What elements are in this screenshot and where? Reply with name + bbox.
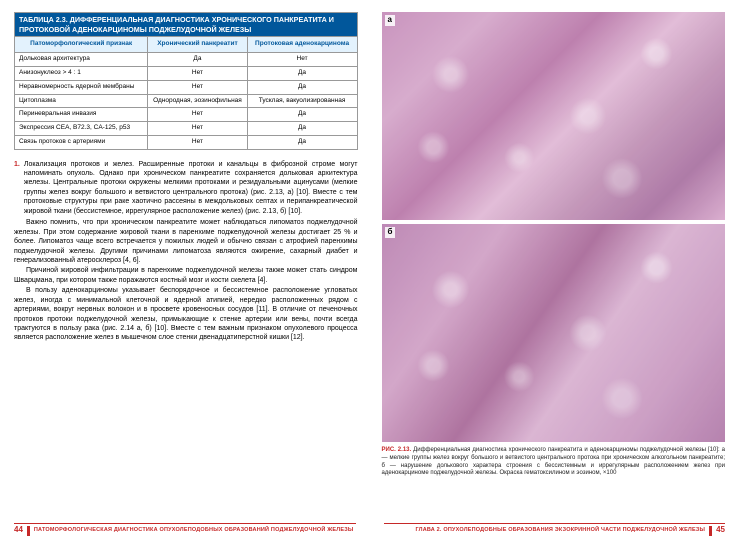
page-spread: ТАБЛИЦА 2.3. ДИФФЕРЕНЦИАЛЬНАЯ ДИАГНОСТИК… — [0, 0, 739, 540]
table-row: Периневральная инвазияНетДа — [15, 108, 358, 122]
list-text: Локализация протоков и желез. Расширенны… — [24, 160, 358, 217]
footer-rule — [14, 523, 356, 524]
histology-image-b — [382, 224, 726, 442]
table-row: Анизонуклеоз > 4 : 1НетДа — [15, 66, 358, 80]
table-row: Неравномерность ядерной мембраныНетДа — [15, 80, 358, 94]
caption-lead: РИС. 2.13. — [382, 447, 412, 453]
figure-b: б — [382, 224, 726, 442]
page-number: 45 — [716, 525, 725, 536]
footer-bar-icon — [709, 526, 712, 536]
figure-label-b: б — [385, 227, 396, 238]
page-left: ТАБЛИЦА 2.3. ДИФФЕРЕНЦИАЛЬНАЯ ДИАГНОСТИК… — [0, 0, 370, 540]
footer-text: ГЛАВА 2. ОПУХОЛЕПОДОБНЫЕ ОБРАЗОВАНИЯ ЭКЗ… — [415, 527, 705, 534]
table-header: Хронический панкреатит — [148, 37, 247, 53]
table-header: Протоковая аденокарцинома — [247, 37, 357, 53]
table-row: Связь протоков с артериямиНетДа — [15, 135, 358, 149]
body-paragraph: Причиной жировой инфильтрации в паренхим… — [14, 266, 358, 285]
list-number: 1. — [14, 160, 20, 217]
table-header-row: Патоморфологический признак Хронический … — [15, 37, 358, 53]
footer-text: ПАТОМОРФОЛОГИЧЕСКАЯ ДИАГНОСТИКА ОПУХОЛЕП… — [34, 527, 354, 534]
body-paragraph: Важно помнить, что при хроническом панкр… — [14, 218, 358, 265]
table-header: Патоморфологический признак — [15, 37, 148, 53]
table-row: ЦитоплазмаОднородная, эозинофильнаяТускл… — [15, 94, 358, 108]
footer-bar-icon — [27, 526, 30, 536]
numbered-list-item: 1. Локализация протоков и желез. Расшире… — [14, 160, 358, 217]
figure-a: а — [382, 12, 726, 220]
footer-right: ГЛАВА 2. ОПУХОЛЕПОДОБНЫЕ ОБРАЗОВАНИЯ ЭКЗ… — [415, 525, 725, 536]
histology-image-a — [382, 12, 726, 220]
page-number: 44 — [14, 525, 23, 536]
table-row: Дольковая архитектураДаНет — [15, 53, 358, 67]
footer-rule — [384, 523, 726, 524]
table-row: Экспрессия CEA, B72.3, CA-125, p53НетДа — [15, 122, 358, 136]
caption-text: Дифференциальная диагностика хроническог… — [382, 447, 726, 476]
diagnostic-table: ТАБЛИЦА 2.3. ДИФФЕРЕНЦИАЛЬНАЯ ДИАГНОСТИК… — [14, 12, 358, 150]
page-right: а б РИС. 2.13. Дифференциальная диагност… — [370, 0, 739, 540]
figure-group: а б — [382, 12, 726, 442]
body-paragraph: В пользу аденокарциномы указывает беспор… — [14, 286, 358, 343]
figure-label-a: а — [385, 15, 395, 26]
figure-caption: РИС. 2.13. Дифференциальная диагностика … — [382, 447, 726, 478]
footer-left: 44 ПАТОМОРФОЛОГИЧЕСКАЯ ДИАГНОСТИКА ОПУХО… — [14, 525, 353, 536]
table-title: ТАБЛИЦА 2.3. ДИФФЕРЕНЦИАЛЬНАЯ ДИАГНОСТИК… — [15, 13, 358, 37]
